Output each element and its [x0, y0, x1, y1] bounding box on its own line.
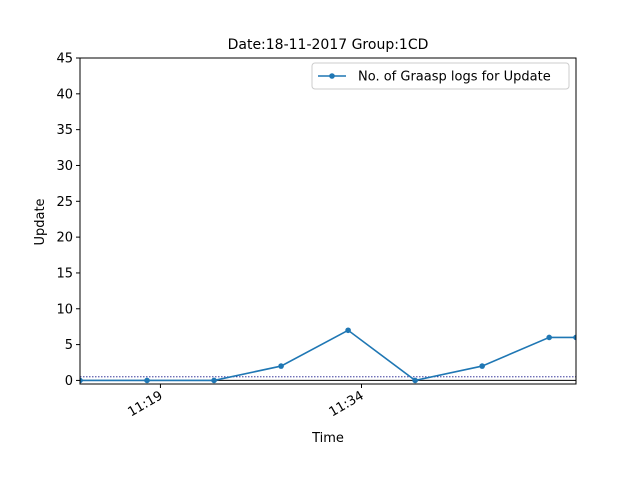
x-tick-label: 11:19 [125, 388, 165, 420]
data-point [479, 363, 485, 369]
y-tick-label: 25 [56, 195, 73, 210]
y-axis-ticks: 0 5 10 15 20 25 30 35 40 45 [56, 52, 80, 389]
data-point [412, 377, 418, 384]
x-axis-ticks: 11:19 11:34 [125, 384, 367, 420]
y-tick-label: 30 [56, 159, 73, 174]
data-point [278, 363, 284, 369]
x-tick-label: 11:34 [327, 388, 367, 420]
y-tick-label: 15 [56, 266, 73, 281]
y-tick-label: 20 [56, 231, 73, 246]
y-tick-label: 35 [56, 123, 73, 138]
legend-marker [329, 73, 335, 79]
y-tick-label: 45 [56, 52, 73, 67]
data-point [144, 377, 150, 384]
data-point [345, 327, 351, 334]
y-tick-label: 5 [65, 338, 73, 353]
legend-label: No. of Graasp logs for Update [358, 70, 551, 85]
series-line [80, 329, 576, 382]
legend-box [311, 62, 570, 90]
y-axis-label: Update [33, 198, 48, 245]
y-tick-label: 0 [65, 374, 73, 389]
data-point [573, 334, 576, 341]
data-point [80, 377, 83, 384]
chart-title: Date:18-11-2017 Group:1CD [228, 37, 429, 53]
x-axis-label: Time [311, 431, 344, 446]
data-point [546, 334, 552, 341]
legend: No. of Graasp logs for Update [311, 62, 570, 90]
y-tick-label: 40 [56, 87, 73, 102]
plot-frame [79, 57, 577, 385]
y-tick-label: 10 [56, 302, 73, 317]
plot-area [79, 57, 577, 385]
data-point [211, 377, 217, 384]
